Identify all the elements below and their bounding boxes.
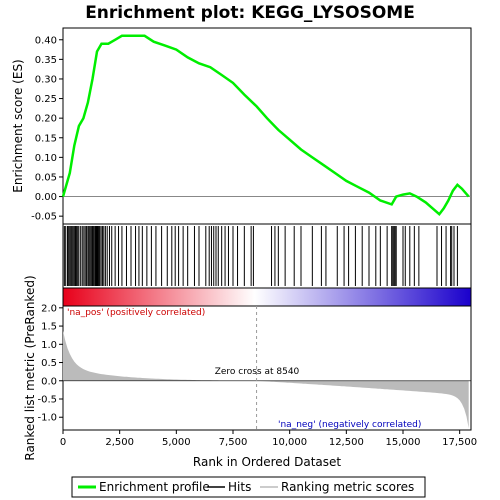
es-y-tick-label: 0.35: [35, 55, 57, 66]
ranking-metric-area: [63, 330, 469, 429]
metric-y-tick-label: 2.0: [41, 303, 57, 314]
es-y-tick-label: 0.15: [35, 133, 57, 144]
es-y-tick-label: 0.00: [35, 192, 57, 203]
x-tick-label: 12,500: [329, 437, 364, 448]
legend-enrichment-label: Enrichment profile: [99, 480, 210, 494]
metric-y-tick-label: -0.5: [37, 395, 57, 406]
enrichment-profile-line: [61, 34, 470, 217]
x-tick-label: 15,000: [386, 437, 421, 448]
x-axis-label: Rank in Ordered Dataset: [193, 455, 341, 469]
metric-y-tick-label: 1.0: [41, 340, 57, 351]
es-y-tick-label: 0.20: [35, 114, 57, 125]
zero-cross-label: Zero cross at 8540: [215, 367, 300, 377]
es-y-tick-label: 0.30: [35, 74, 57, 85]
metric-y-tick-label: 0.5: [41, 358, 57, 369]
metric-y-tick-label: 1.5: [41, 322, 57, 333]
metric-y-label: Ranked list metric (PreRanked): [23, 275, 37, 460]
x-tick-label: 7,500: [219, 437, 248, 448]
x-tick-label: 0: [60, 437, 66, 448]
chart-title: Enrichment plot: KEGG_LYSOSOME: [85, 3, 415, 23]
es-panel: 0.40 0.35 0.30 0.25 0.20 0.15 0.10 0.05 0.00 -0.0…: [11, 27, 472, 225]
metric-plot-frame: [62, 305, 472, 431]
hit-marks: [63, 226, 458, 286]
ranking-heatmap-bar: [62, 287, 472, 307]
neg-label: 'na_neg' (negatively correlated): [278, 420, 421, 430]
legend-hits-label: Hits: [228, 480, 251, 494]
es-y-tick-label: 0.40: [35, 35, 57, 46]
metric-y-tick-label: 0.0: [41, 376, 57, 387]
x-tick-label: 5,000: [162, 437, 191, 448]
legend: Enrichment profile Hits Ranking metric s…: [71, 476, 426, 498]
hits-panel: [62, 223, 472, 289]
legend-box: [71, 476, 426, 498]
x-tick-label: 17,500: [442, 437, 477, 448]
es-y-axis: 0.40 0.35 0.30 0.25 0.20 0.15 0.10 0.05 0.00 -0.0…: [31, 35, 63, 223]
es-y-tick-label: 0.25: [35, 94, 57, 105]
metric-y-axis: 2.0 1.5 1.0 0.5 0.0 -0.5 -1.0: [37, 303, 63, 424]
pos-label: 'na_pos' (positively correlated): [67, 308, 205, 318]
es-y-tick-label: -0.05: [31, 212, 57, 223]
es-y-tick-label: 0.10: [35, 153, 57, 164]
x-axis: 0 2,500 5,000 7,500 10,000 12,500 15,000 17,500: [60, 430, 477, 448]
metric-y-tick-label: -1.0: [37, 413, 57, 424]
es-y-tick-label: 0.05: [35, 172, 57, 183]
metric-panel: 2.0 1.5 1.0 0.5 0.0 -0.5 -1.0 'na_pos' (positi…: [23, 275, 472, 461]
x-tick-label: 2,500: [105, 437, 134, 448]
legend-metric-label: Ranking metric scores: [281, 480, 414, 494]
es-y-label: Enrichment score (ES): [11, 59, 25, 192]
x-tick-label: 10,000: [272, 437, 307, 448]
es-plot-frame: [62, 27, 472, 225]
